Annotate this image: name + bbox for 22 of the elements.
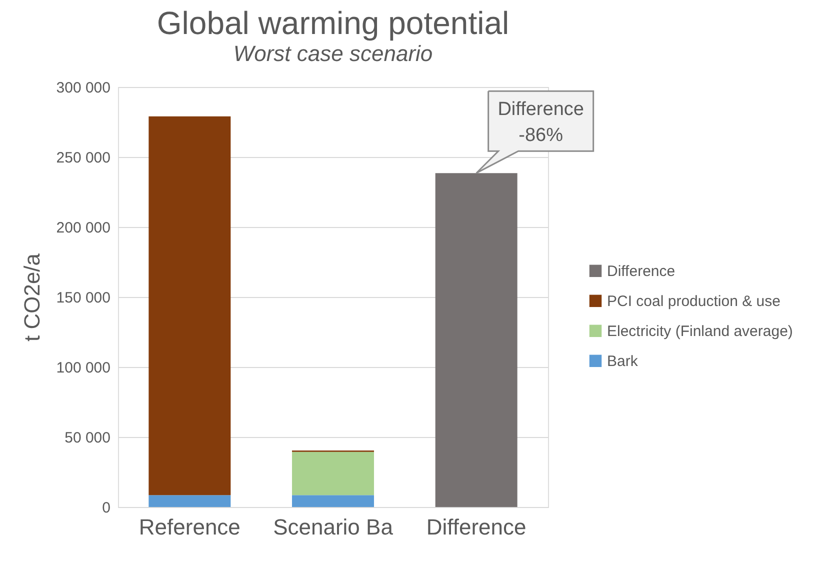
- annotation: Difference -86%: [498, 99, 584, 146]
- y-tick-label: 200 000: [56, 220, 110, 236]
- bar: [148, 116, 231, 496]
- x-tick-label: Difference: [426, 514, 526, 540]
- y-tick-label: 250 000: [56, 150, 110, 166]
- legend-label: Electricity (Finland average): [607, 322, 793, 340]
- legend-label: PCI coal production & use: [607, 292, 780, 310]
- legend-label: Difference: [607, 262, 676, 280]
- x-tick-label: Reference: [138, 514, 240, 540]
- bar: [148, 495, 231, 507]
- y-tick-label: 300 000: [56, 80, 110, 96]
- y-tick-label: 100 000: [56, 360, 110, 376]
- chart-subtitle: Worst case scenario: [233, 41, 433, 66]
- y-tick-label: 0: [102, 500, 110, 516]
- chart-title: Global warming potential: [156, 5, 510, 41]
- y-tick-label: 150 000: [56, 290, 110, 306]
- bar: [292, 495, 374, 507]
- legend-label: Bark: [607, 352, 638, 370]
- y-axis-title: t CO2e/a: [19, 252, 44, 342]
- y-tick-label: 50 000: [64, 430, 110, 446]
- bar: [292, 452, 374, 496]
- x-tick-label: Scenario Ba: [273, 514, 394, 540]
